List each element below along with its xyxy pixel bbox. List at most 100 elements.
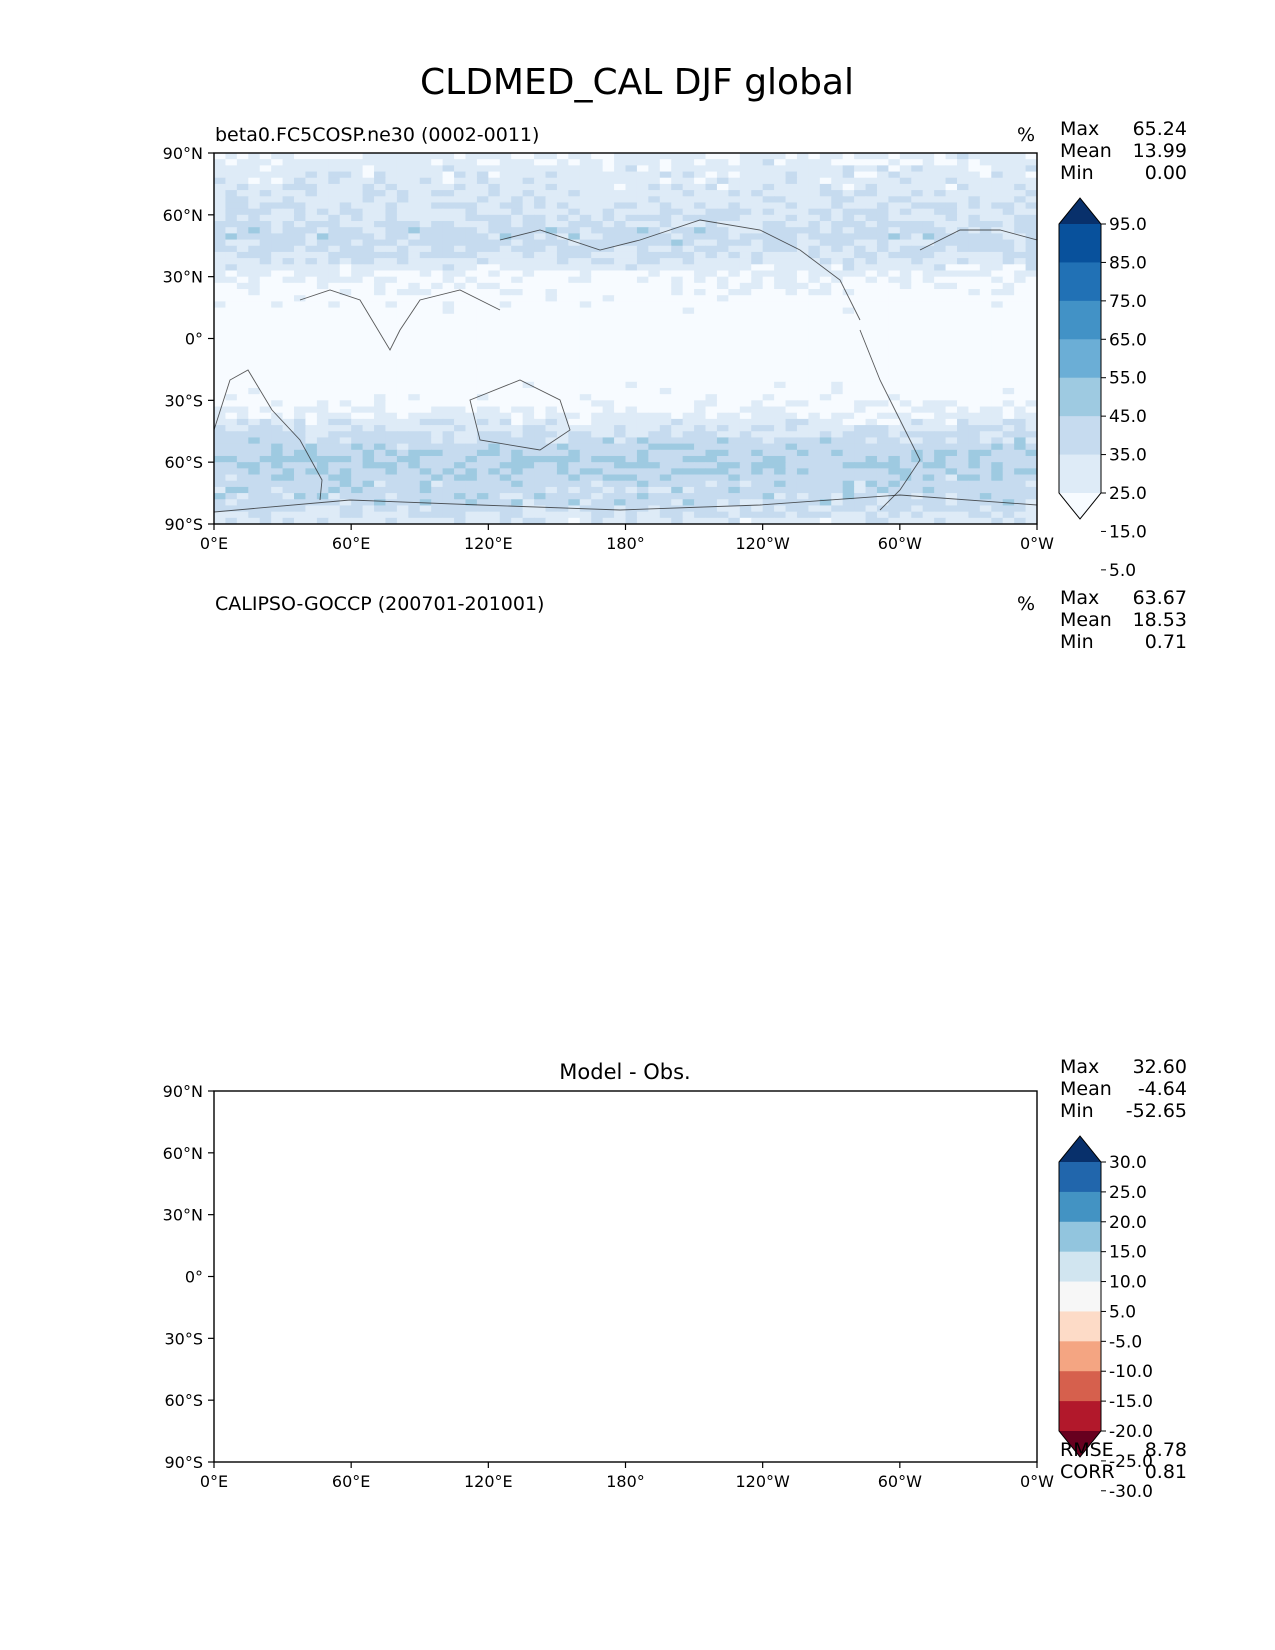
field-cell: [671, 202, 684, 210]
field-cell: [934, 1110, 946, 1117]
field-cell: [385, 326, 398, 333]
field-cell: [282, 455, 295, 463]
field-cell: [899, 357, 912, 364]
field-cell: [671, 233, 684, 241]
field-cell: [579, 375, 592, 383]
field-cell: [499, 449, 512, 457]
field-cell: [579, 363, 592, 371]
field-cell: [248, 412, 261, 420]
field-cell: [591, 1147, 603, 1154]
field-cell: [1002, 177, 1015, 185]
field-cell: [237, 1134, 249, 1141]
field-cell: [876, 332, 889, 340]
field-cell: [534, 153, 547, 160]
map-background: [214, 1091, 1037, 1462]
field-cell: [1025, 239, 1037, 247]
field-cell: [545, 301, 558, 309]
field-cell: [706, 1122, 718, 1129]
field-cell: [876, 221, 889, 228]
field-cell: [511, 276, 524, 284]
field-cell: [922, 462, 935, 469]
field-cell: [968, 350, 981, 358]
field-cell: [488, 449, 501, 457]
field-cell: [442, 251, 455, 259]
field-cell: [328, 449, 341, 457]
field-cell: [271, 326, 284, 333]
field-cell: [762, 474, 775, 482]
field-cell: [339, 227, 352, 234]
field-cell: [934, 431, 947, 439]
field-cell: [499, 511, 512, 519]
field-cell: [591, 1110, 603, 1117]
field-cell: [728, 474, 741, 482]
field-cell: [545, 375, 558, 383]
field-cell: [419, 183, 432, 191]
field-cell: [362, 183, 375, 191]
field-cell: [762, 153, 775, 160]
field-cell: [476, 486, 489, 494]
field-cell: [1014, 221, 1027, 228]
field-cell: [911, 270, 924, 278]
field-cell: [739, 344, 752, 352]
field-cell: [454, 295, 467, 302]
field-cell: [214, 251, 227, 259]
field-cell: [339, 282, 352, 290]
field-cell: [259, 462, 272, 469]
field-cell: [682, 307, 695, 315]
field-cell: [945, 431, 958, 439]
field-cell: [271, 332, 284, 340]
field-cell: [511, 1147, 523, 1154]
field-cell: [545, 239, 558, 247]
field-cell: [225, 289, 238, 296]
field-cell: [911, 332, 924, 340]
field-cell: [305, 493, 318, 500]
field-cell: [556, 486, 569, 494]
field-cell: [671, 258, 684, 265]
field-cell: [877, 1103, 889, 1110]
field-cell: [385, 1128, 397, 1135]
field-cell: [465, 307, 478, 315]
field-cell: [259, 511, 272, 519]
field-cell: [796, 245, 809, 253]
field-cell: [454, 357, 467, 364]
field-cell: [351, 443, 364, 451]
field-cell: [305, 431, 318, 439]
colorbar-tick-label: 45.0: [1109, 407, 1147, 427]
field-cell: [488, 455, 501, 463]
field-cell: [499, 270, 512, 278]
field-cell: [271, 214, 284, 222]
field-cell: [214, 431, 227, 439]
field-cell: [534, 165, 547, 173]
field-cell: [739, 177, 752, 185]
field-cell: [968, 159, 981, 166]
field-cell: [1014, 462, 1027, 469]
field-cell: [705, 357, 718, 364]
field-cell: [351, 1134, 363, 1141]
field-cell: [774, 264, 787, 272]
field-cell: [568, 493, 581, 500]
field-cell: [614, 387, 627, 395]
field-cell: [945, 270, 958, 278]
field-cell: [774, 400, 787, 408]
field-cell: [1014, 301, 1027, 309]
field-cell: [682, 190, 695, 197]
field-cell: [396, 326, 409, 333]
field-cell: [785, 400, 798, 408]
field-cell: [488, 406, 501, 414]
field-cell: [271, 289, 284, 296]
field-cell: [374, 276, 387, 284]
field-cell: [396, 301, 409, 309]
field-cell: [431, 239, 444, 247]
field-cell: [934, 480, 947, 488]
field-cell: [945, 486, 958, 494]
field-cell: [316, 480, 329, 488]
field-cell: [728, 443, 741, 451]
field-cell: [705, 431, 718, 439]
field-cell: [305, 214, 318, 222]
field-cell: [465, 227, 478, 234]
field-cell: [659, 474, 672, 482]
field-cell: [979, 511, 992, 519]
field-cell: [1025, 418, 1037, 426]
field-cell: [511, 455, 524, 463]
field-cell: [991, 400, 1004, 408]
